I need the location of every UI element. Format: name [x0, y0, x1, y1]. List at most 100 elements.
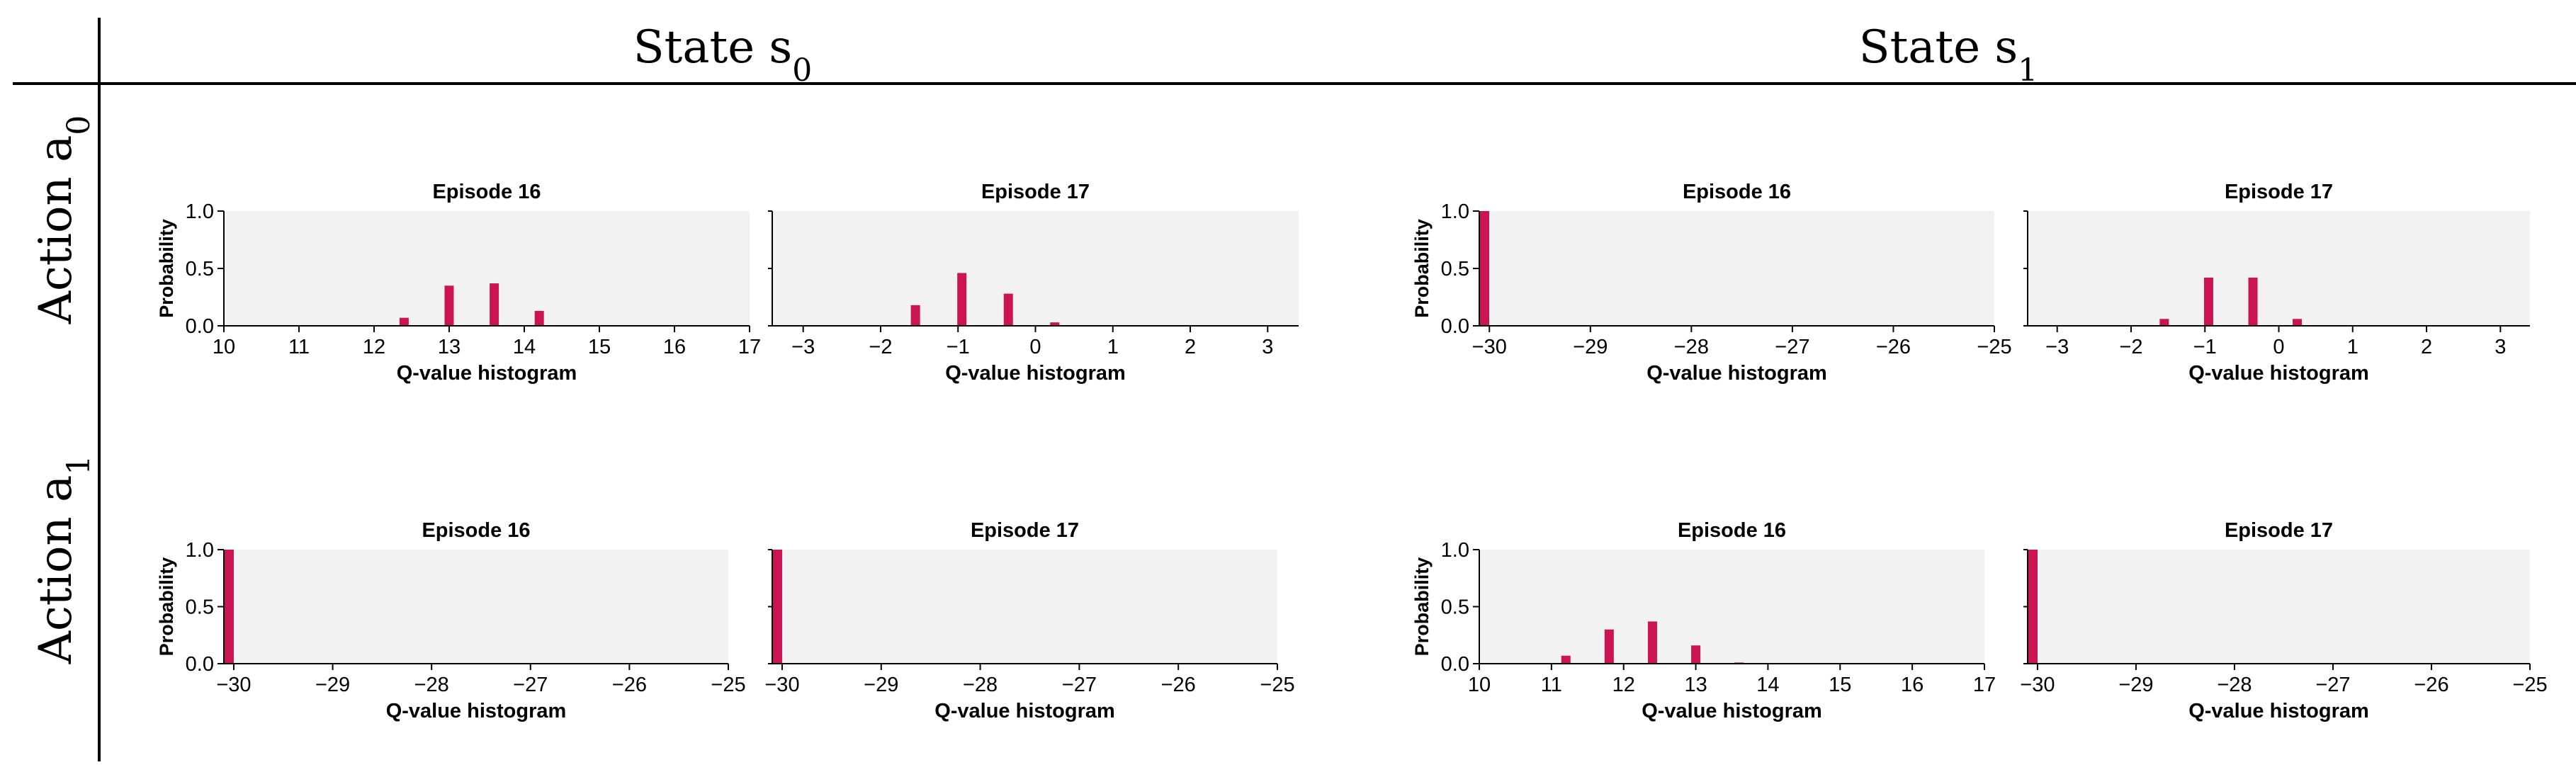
bar: [1050, 322, 1060, 326]
x-tick-label: 12: [1612, 674, 1635, 696]
x-tick-label: −27: [1062, 674, 1097, 696]
panel-title: Episode 16: [1678, 519, 1786, 542]
x-tick-label: −29: [2118, 674, 2153, 696]
y-tick-label: 0.5: [1441, 596, 1469, 619]
y-tick-label: 1.0: [186, 539, 214, 562]
x-tick-label: −25: [2512, 674, 2547, 696]
x-tick-label: −28: [963, 674, 998, 696]
bar: [1003, 293, 1013, 326]
bar: [957, 273, 967, 326]
x-tick-label: −30: [2020, 674, 2055, 696]
x-tick-label: 13: [1684, 674, 1707, 696]
bar: [2028, 550, 2038, 664]
bar: [1480, 211, 1489, 326]
x-tick-label: 3: [1262, 336, 1273, 358]
panel-a0-s0-ep16: 10 11 12 13 14 15 16 17 0.0 0.5 1.0 Episode 16 Q-val…: [156, 181, 761, 385]
x-tick-label: 10: [1468, 674, 1491, 696]
bar: [2203, 277, 2213, 326]
bar: [2293, 319, 2303, 326]
y-tick-label: 0.0: [186, 653, 214, 676]
y-tick-label: 1.0: [186, 200, 214, 223]
panel-a1-s0-ep17: −30 −29 −28 −27 −26 −25 Episode 17 Q-value hist…: [764, 519, 1294, 722]
x-tick-label: −25: [1977, 336, 2011, 358]
plot-background: [2028, 550, 2530, 664]
x-tick-label: 3: [2495, 336, 2506, 358]
plot-background: [772, 550, 1277, 664]
y-tick-label: 0.5: [1441, 258, 1469, 280]
plot-background: [2028, 211, 2530, 326]
header-state-s0: State s0: [633, 21, 813, 89]
x-axis-label: Q-value histogram: [386, 700, 567, 722]
x-tick-label: 16: [1901, 674, 1923, 696]
plot-background: [224, 550, 728, 664]
header-state-s1: State s1: [1859, 21, 2038, 89]
x-tick-label: 11: [288, 336, 310, 358]
x-tick-label: −29: [315, 674, 350, 696]
x-axis-label: Q-value histogram: [934, 700, 1115, 722]
x-tick-label: −25: [1260, 674, 1294, 696]
x-tick-label: 16: [663, 336, 686, 358]
plot-background: [1479, 550, 1984, 664]
panel-title: Episode 17: [971, 519, 1079, 542]
panel-a1-s1-ep16: 10 11 12 13 14 15 16 17 0.0 0.5 1.0 Episode 16 Q-val…: [1411, 519, 1996, 722]
x-tick-label: 17: [738, 336, 761, 358]
x-tick-label: 12: [363, 336, 385, 358]
x-tick-label: −2: [869, 336, 892, 358]
y-tick-label: 0.5: [186, 596, 214, 619]
bar: [1647, 621, 1657, 664]
bar: [773, 550, 782, 664]
plot-background: [1479, 211, 1994, 326]
panel-title: Episode 17: [2225, 519, 2333, 542]
x-tick-label: 10: [213, 336, 235, 358]
x-tick-label: −27: [1775, 336, 1809, 358]
x-tick-label: 11: [1541, 674, 1562, 696]
x-tick-label: −29: [1573, 336, 1608, 358]
bar: [2248, 277, 2258, 326]
x-tick-label: −1: [2193, 336, 2217, 358]
bar: [225, 550, 234, 664]
x-tick-label: −2: [2119, 336, 2142, 358]
panel-title: Episode 16: [422, 519, 530, 542]
x-axis-label: Q-value histogram: [397, 362, 577, 385]
x-tick-label: −28: [1674, 336, 1709, 358]
x-axis-label: Q-value histogram: [2188, 362, 2369, 385]
x-tick-label: −26: [1161, 674, 1196, 696]
x-axis-label: Q-value histogram: [2188, 700, 2369, 722]
bar: [444, 285, 454, 326]
bar: [534, 310, 544, 326]
x-tick-label: −28: [414, 674, 449, 696]
panel-title: Episode 17: [2225, 181, 2333, 203]
x-axis-label: Q-value histogram: [1646, 362, 1827, 385]
panel-title: Episode 16: [432, 181, 541, 203]
bar: [910, 305, 920, 326]
x-tick-label: −26: [1876, 336, 1911, 358]
x-tick-label: −3: [2045, 336, 2069, 358]
bar: [490, 283, 499, 326]
panel-a1-s1-ep17: −30 −29 −28 −27 −26 −25 Episode 17 Q-value hist…: [2020, 519, 2547, 722]
plot-background: [224, 211, 750, 326]
x-tick-label: 2: [1185, 336, 1196, 358]
x-tick-label: 14: [513, 336, 536, 358]
x-tick-label: 13: [438, 336, 461, 358]
x-tick-label: −30: [1472, 336, 1507, 358]
x-tick-label: 0: [2273, 336, 2284, 358]
x-tick-label: −30: [216, 674, 251, 696]
x-tick-label: 15: [588, 336, 611, 358]
x-tick-label: 17: [1973, 674, 1996, 696]
x-tick-label: 1: [1107, 336, 1119, 358]
y-axis-label: Probability: [156, 557, 177, 657]
y-axis-label: Probability: [156, 219, 177, 318]
x-tick-label: −25: [711, 674, 745, 696]
x-axis-label: Q-value histogram: [945, 362, 1126, 385]
bar: [1691, 645, 1701, 664]
y-axis-label: Probability: [1411, 219, 1433, 318]
x-tick-label: 14: [1756, 674, 1779, 696]
x-tick-label: −1: [947, 336, 970, 358]
panel-title: Episode 16: [1683, 181, 1791, 203]
x-axis-label: Q-value histogram: [1642, 700, 1822, 722]
y-tick-label: 0.0: [1441, 653, 1469, 676]
x-tick-label: 2: [2421, 336, 2432, 358]
panel-a0-s1-ep17: −3 −2 −1 0 1 2 3 Episode 17 Q-value histogram: [2023, 181, 2530, 385]
